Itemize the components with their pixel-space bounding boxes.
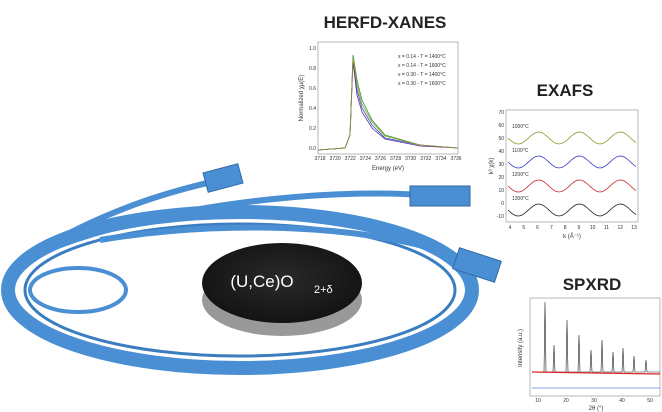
exafs-curve [507,155,637,169]
x-tick-label: 3730 [405,156,416,162]
legend-entry: x = 0.30 - T = 1400°C [398,72,446,78]
exafs-panel: EXAFS k³ χ(k) k (Å⁻¹) [489,81,639,240]
x-tick-label: 5 [522,225,525,231]
sample-label: (U,Ce)O [230,272,293,291]
x-tick-label: 6 [536,225,539,231]
curve-label: 1200°C [512,172,529,178]
x-tick-label: 50 [647,398,653,404]
curve-label: 1000°C [512,124,529,130]
y-tick-label: 0.2 [309,126,316,132]
sample-subscript: 2+δ [314,284,333,296]
y-tick-label: 0.4 [309,106,316,112]
spxrd-title: SPXRD [563,275,622,294]
x-tick-label: 3726 [375,156,386,162]
exafs-curve [507,179,637,193]
exafs-curve [507,131,637,145]
legend-entry: x = 0.14 - T = 1600°C [398,63,446,69]
x-tick-label: 3734 [435,156,446,162]
x-tick-label: 3718 [314,156,325,162]
y-tick-label: 60 [498,123,504,129]
y-tick-label: 30 [498,162,504,168]
x-tick-label: 3722 [345,156,356,162]
curve-label: 1100°C [512,148,529,154]
x-tick-label: 7 [550,225,553,231]
x-tick-label: 9 [577,225,580,231]
x-tick-label: 10 [590,225,596,231]
spxrd-xlabel: 2θ (°) [589,406,604,412]
exafs-xlabel: k (Å⁻¹) [563,233,581,240]
legend-entry: x = 0.30 - T = 1600°C [398,81,446,87]
pellet: (U,Ce)O 2+δ [202,243,362,336]
x-tick-label: 13 [631,225,637,231]
xanes-ylabel: Normalized χμ(E) [299,75,305,122]
spxrd-panel: SPXRD Intensity (a.u.) 2θ (°) [518,275,661,412]
xanes-xlabel: Energy (eV) [372,166,404,172]
x-tick-label: 3720 [330,156,341,162]
y-tick-label: 40 [498,149,504,155]
x-tick-label: 3732 [420,156,431,162]
x-tick-label: 3736 [450,156,461,162]
y-tick-label: 50 [498,136,504,142]
xanes-panel: HERFD-XANES Normalized χμ(E) Energy (eV) [299,13,459,172]
y-tick-label: 10 [498,188,504,194]
x-tick-label: 20 [563,398,569,404]
curve-label: 1300°C [512,196,529,202]
exafs-ylabel: k³ χ(k) [489,158,495,175]
x-tick-label: 3728 [390,156,401,162]
legend-entry: x = 0.14 - T = 1400°C [398,54,446,60]
y-tick-label: 0.8 [309,66,316,72]
x-tick-label: 11 [604,225,609,231]
x-tick-label: 12 [617,225,623,231]
y-tick-label: 0 [501,201,504,207]
x-tick-label: 30 [591,398,597,404]
x-tick-label: 8 [564,225,567,231]
y-tick-label: -10 [497,214,504,220]
xanes-title: HERFD-XANES [324,13,447,32]
y-tick-label: 0.6 [309,86,316,92]
fiber-ends [202,163,502,283]
x-tick-label: 4 [509,225,512,231]
fiber-loops [1,177,479,375]
y-tick-label: 1.0 [309,46,316,52]
x-tick-label: 10 [535,398,541,404]
x-tick-label: 3724 [360,156,371,162]
x-tick-label: 40 [619,398,625,404]
y-tick-label: 70 [498,110,504,116]
exafs-curve [507,203,637,217]
y-tick-label: 20 [498,175,504,181]
exafs-title: EXAFS [537,81,594,100]
spxrd-ylabel: Intensity (a.u.) [518,329,524,367]
y-tick-label: 0.0 [309,146,316,152]
